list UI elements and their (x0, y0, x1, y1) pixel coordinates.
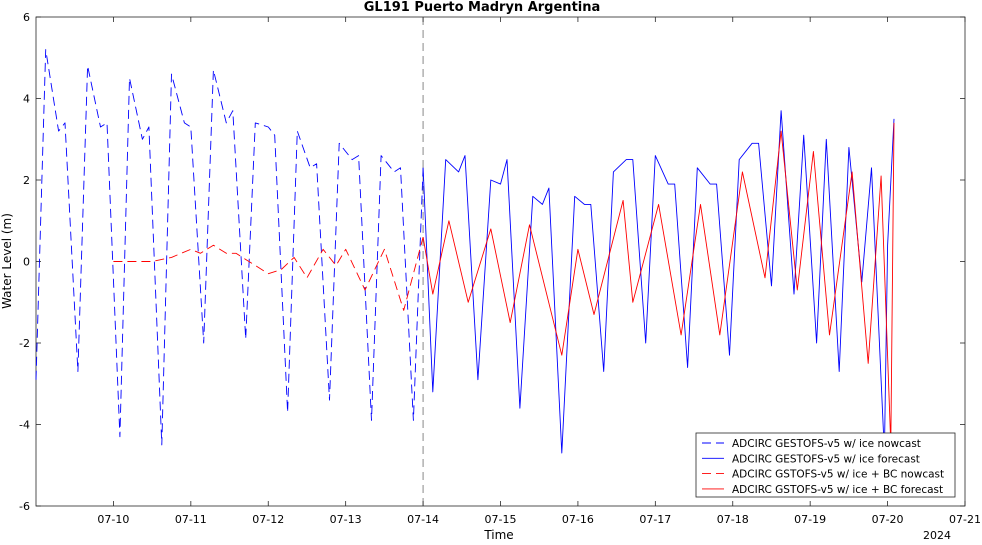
x-tick-label: 07-20 (872, 513, 904, 526)
legend-box (695, 432, 956, 498)
chart-title: GL191 Puerto Madryn Argentina (364, 0, 601, 15)
series-line-1 (35, 49, 424, 446)
x-tick-label: 07-12 (252, 513, 284, 526)
x-tick-label: 07-21 (949, 513, 981, 526)
y-tick-label: 0 (23, 256, 30, 269)
y-tick-label: -6 (19, 500, 30, 513)
series-line-4 (422, 122, 895, 446)
y-tick-label: 2 (23, 174, 30, 187)
x-tick-label: 07-10 (97, 513, 129, 526)
y-tick-label: 4 (23, 93, 30, 106)
x-tick-label: 07-11 (175, 513, 207, 526)
legend-label: ADCIRC GSTOFS-v5 w/ ice + BC forecast (732, 484, 943, 496)
x-tick-label: 07-13 (330, 513, 362, 526)
x-tick-label: 07-15 (485, 513, 517, 526)
legend: ADCIRC GESTOFS-v5 w/ ice nowcast ADCIRC G… (695, 432, 956, 498)
y-tick-label: 6 (23, 11, 30, 24)
x-tick-label: 07-18 (717, 513, 749, 526)
series-layer (35, 49, 895, 454)
series-line-3 (113, 236, 424, 311)
y-axis-label: Water Level (m) (0, 213, 14, 309)
x-axis-ticks: 07-10 07-11 07-12 07-13 07-14 07-15 07-16 07-17… (97, 17, 981, 526)
y-axis-ticks: -6 -4 -2 0 2 4 6 (19, 11, 965, 513)
x-tick-label: 07-19 (794, 513, 826, 526)
y-tick-label: -2 (19, 337, 30, 350)
year-label: 2024 (923, 529, 951, 541)
y-tick-label: -4 (19, 419, 30, 432)
legend-label: ADCIRC GESTOFS-v5 w/ ice nowcast (732, 438, 921, 450)
x-tick-label: 07-16 (562, 513, 594, 526)
legend-label: ADCIRC GSTOFS-v5 w/ ice + BC nowcast (732, 469, 944, 481)
x-axis-label: Time (483, 528, 513, 541)
x-tick-label: 07-17 (639, 513, 671, 526)
legend-label: ADCIRC GESTOFS-v5 w/ ice forecast (732, 453, 920, 465)
x-tick-label: 07-14 (407, 513, 439, 526)
